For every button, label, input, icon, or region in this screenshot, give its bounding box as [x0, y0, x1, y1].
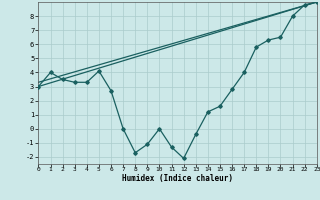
X-axis label: Humidex (Indice chaleur): Humidex (Indice chaleur)	[122, 174, 233, 183]
